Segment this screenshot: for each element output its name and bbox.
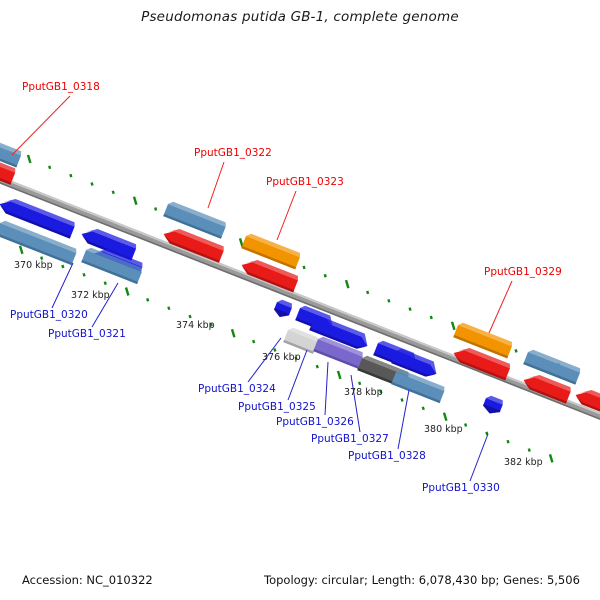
feature-0328-bar[interactable] <box>391 368 446 404</box>
leader-line-pputgb1_0327 <box>350 374 361 433</box>
genome-axis <box>0 176 600 420</box>
scale-label-380-kbp: 380 kbp <box>424 424 463 435</box>
leader-line-pputgb1_0322 <box>207 161 225 209</box>
gene-label-pputgb1_0320[interactable]: PputGB1_0320 <box>10 309 88 321</box>
feature-0326-bar[interactable] <box>313 335 364 369</box>
feature-0331-arrow[interactable] <box>521 370 572 404</box>
scale-label-374-kbp: 374 kbp <box>176 320 215 331</box>
scale-tick-labels: 370 kbp 372 kbp 374 kbp 376 kbp 378 kbp 380 k… <box>14 260 543 468</box>
feature-0329-arrow[interactable] <box>451 343 511 381</box>
scale-label-378-kbp: 378 kbp <box>344 387 383 398</box>
gene-label-pputgb1_0330[interactable]: PputGB1_0330 <box>422 482 500 494</box>
feature-0324-pent[interactable] <box>272 298 293 320</box>
feature-0329-bar[interactable] <box>453 321 513 359</box>
leader-line-pputgb1_0321 <box>91 282 119 328</box>
feature-0331-bar[interactable] <box>523 348 581 385</box>
scale-ticks-lower <box>18 245 554 463</box>
scale-label-372-kbp: 372 kbp <box>71 290 110 301</box>
scale-label-376-kbp: 376 kbp <box>262 352 301 363</box>
feature-0318-bar[interactable] <box>0 136 23 168</box>
gene-label-pputgb1_0321[interactable]: PputGB1_0321 <box>48 328 126 340</box>
gene-label-pputgb1_0324[interactable]: PputGB1_0324 <box>198 383 276 395</box>
feature-0318-arrow[interactable] <box>0 154 17 185</box>
accession-text: Accession: NC_010322 <box>22 573 153 587</box>
feature-0319-arrow[interactable] <box>0 194 76 239</box>
gene-label-pputgb1_0322[interactable]: PputGB1_0322 <box>194 147 272 159</box>
leader-line-pputgb1_0328 <box>397 389 410 450</box>
leader-line-pputgb1_0324 <box>247 337 282 383</box>
page-title: Pseudomonas putida GB-1, complete genome <box>141 9 459 25</box>
label-leader-lines <box>11 95 513 482</box>
leader-line-pputgb1_0318 <box>11 95 71 156</box>
leader-line-pputgb1_0329 <box>488 280 513 334</box>
gene-labels: PputGB1_0318 PputGB1_0320 PputGB1_0321 Pput… <box>10 81 562 494</box>
feature-0326-arrow[interactable] <box>309 314 371 352</box>
leader-line-pputgb1_0323 <box>276 190 297 241</box>
gene-label-pputgb1_0318[interactable]: PputGB1_0318 <box>22 81 100 93</box>
scale-label-382-kbp: 382 kbp <box>504 457 543 468</box>
scale-label-370-kbp: 370 kbp <box>14 260 53 271</box>
feature-0321-bar[interactable] <box>81 246 143 285</box>
gene-label-pputgb1_0323[interactable]: PputGB1_0323 <box>266 176 344 188</box>
feature-0330-pent[interactable] <box>481 394 504 416</box>
feature-0328-arrow[interactable] <box>391 347 440 380</box>
gene-label-pputgb1_0329[interactable]: PputGB1_0329 <box>484 266 562 278</box>
gene-features <box>0 136 600 416</box>
genome-stats-text: Topology: circular; Length: 6,078,430 bp… <box>264 573 580 587</box>
feature-0320-bar[interactable] <box>0 219 78 266</box>
feature-0322-arrow[interactable] <box>161 224 225 263</box>
gene-label-pputgb1_0326[interactable]: PputGB1_0326 <box>276 416 354 428</box>
gene-label-pputgb1_0327[interactable]: PputGB1_0327 <box>311 433 389 445</box>
feature-0323-arrow[interactable] <box>239 255 299 293</box>
leader-line-pputgb1_0325 <box>287 349 308 401</box>
gene-label-pputgb1_0328[interactable]: PputGB1_0328 <box>348 450 426 462</box>
leader-line-pputgb1_0326 <box>324 361 329 416</box>
feature-0322-bar[interactable] <box>163 200 227 239</box>
leader-line-pputgb1_0320 <box>51 262 74 309</box>
gene-label-pputgb1_0325[interactable]: PputGB1_0325 <box>238 401 316 413</box>
feature-0325-bar[interactable] <box>283 326 319 354</box>
feature-0323-bar[interactable] <box>241 232 301 270</box>
leader-line-pputgb1_0330 <box>469 433 489 482</box>
